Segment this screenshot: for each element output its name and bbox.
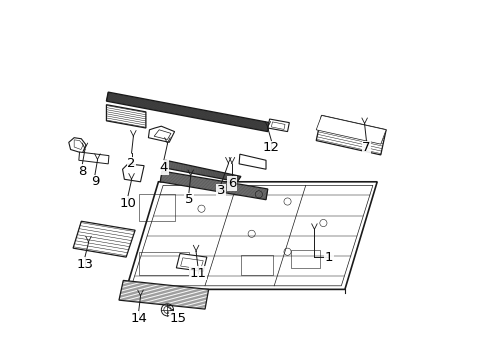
Polygon shape — [69, 138, 86, 153]
Text: 8: 8 — [78, 165, 86, 177]
Polygon shape — [119, 280, 208, 309]
Polygon shape — [126, 182, 376, 289]
Polygon shape — [106, 92, 269, 132]
Text: 15: 15 — [169, 311, 186, 325]
Polygon shape — [73, 221, 135, 257]
Polygon shape — [74, 140, 83, 149]
Polygon shape — [176, 253, 206, 271]
Text: 3: 3 — [217, 184, 225, 197]
Polygon shape — [162, 160, 241, 182]
Polygon shape — [267, 119, 289, 132]
Polygon shape — [316, 116, 386, 155]
Text: 2: 2 — [127, 157, 136, 170]
Text: 14: 14 — [130, 311, 147, 325]
Text: 13: 13 — [76, 258, 93, 271]
Polygon shape — [154, 130, 171, 139]
Text: 6: 6 — [227, 177, 236, 190]
Polygon shape — [106, 105, 145, 128]
Polygon shape — [79, 152, 109, 164]
Text: 4: 4 — [159, 161, 168, 174]
Text: 9: 9 — [91, 175, 99, 188]
Polygon shape — [122, 164, 144, 182]
Text: 10: 10 — [119, 197, 136, 210]
Text: 11: 11 — [189, 267, 206, 280]
Text: 12: 12 — [263, 141, 279, 154]
Text: 1: 1 — [324, 251, 332, 264]
Polygon shape — [160, 171, 267, 200]
Polygon shape — [148, 126, 174, 142]
Polygon shape — [316, 116, 386, 144]
Polygon shape — [239, 154, 265, 169]
Text: 7: 7 — [362, 141, 370, 154]
Text: 5: 5 — [184, 193, 193, 206]
Polygon shape — [271, 122, 285, 130]
